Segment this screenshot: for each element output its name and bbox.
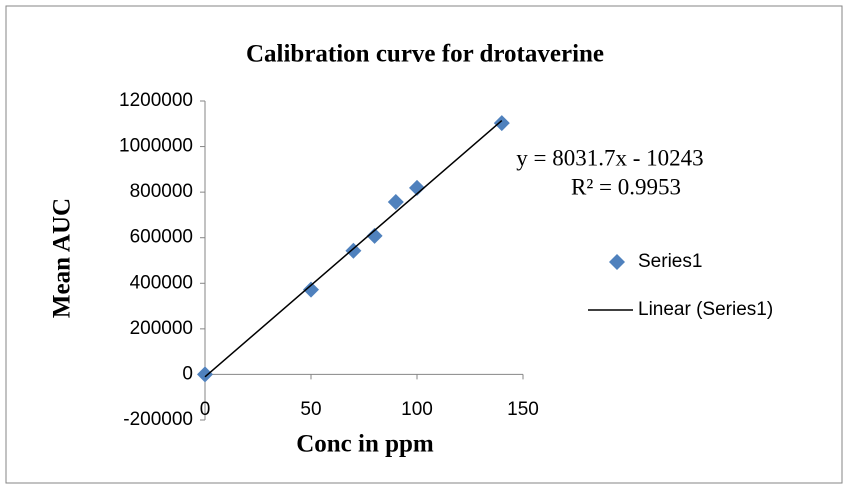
- marker: [345, 242, 362, 259]
- marker: [366, 227, 383, 244]
- marker: [303, 281, 319, 298]
- x-tick-label: 150: [507, 399, 539, 420]
- x-axis-title: Conc in ppm: [296, 431, 434, 458]
- legend-swatch: [609, 254, 625, 270]
- marker: [409, 179, 425, 196]
- r-squared: R² = 0.9953: [571, 174, 681, 199]
- y-tick-label: 0: [182, 363, 193, 384]
- legend-label: Series1: [638, 251, 702, 272]
- x-tick-label: 100: [401, 399, 433, 420]
- trendline: [204, 119, 503, 378]
- y-tick-label: 800000: [130, 181, 193, 202]
- marker: [387, 193, 404, 210]
- marker: [493, 115, 510, 132]
- x-tick-label: 0: [200, 399, 211, 420]
- y-tick-label: 600000: [130, 227, 193, 248]
- x-tick-label: 50: [300, 399, 321, 420]
- equation: y = 8031.7x - 10243: [516, 145, 703, 170]
- y-tick-label: 400000: [130, 272, 193, 293]
- y-tick-label: 1200000: [119, 90, 193, 111]
- chart-title: Calibration curve for drotaverine: [246, 41, 604, 68]
- y-tick-label: 1000000: [119, 136, 193, 157]
- y-axis-title: Mean AUC: [49, 198, 76, 318]
- chart-border: [5, 5, 843, 484]
- y-tick-label: -200000: [123, 409, 193, 430]
- marker: [197, 366, 213, 383]
- y-tick-label: 200000: [130, 318, 193, 339]
- legend-label: Linear (Series1): [638, 299, 773, 320]
